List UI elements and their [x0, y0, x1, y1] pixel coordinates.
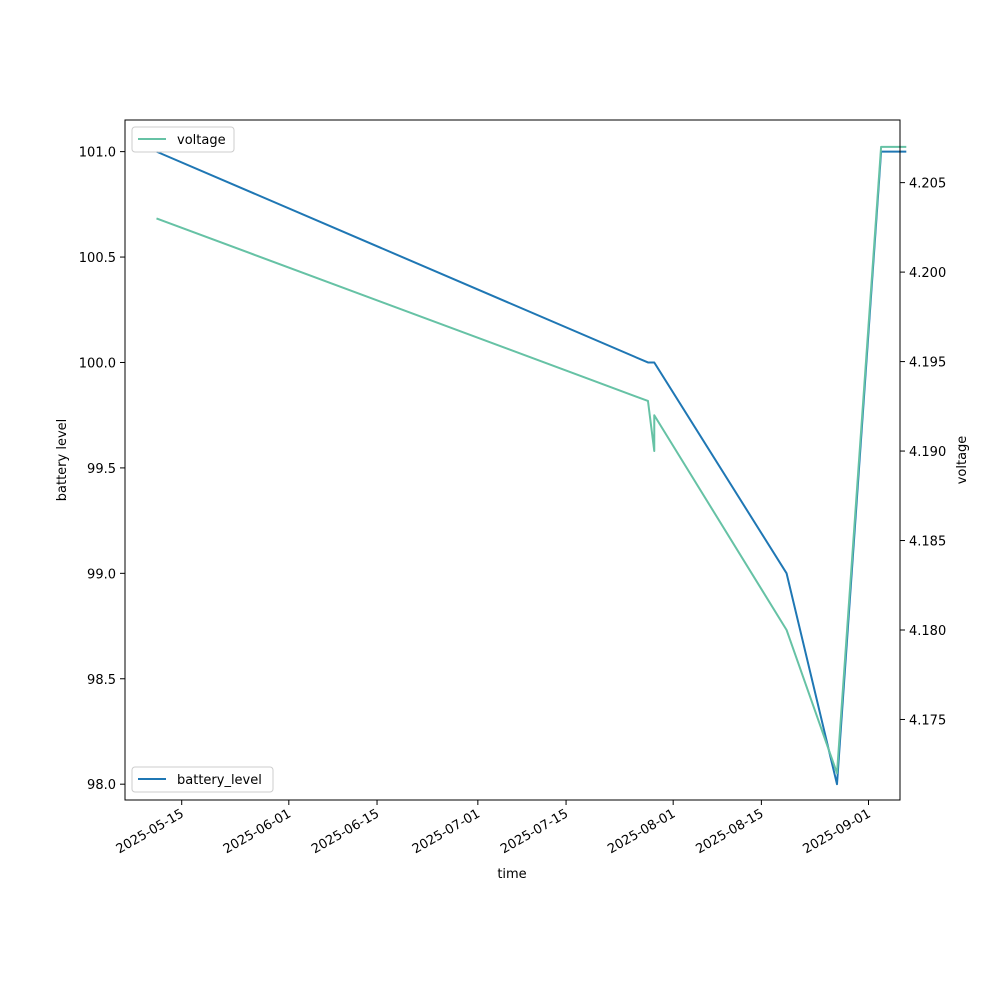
y-right-tick-label: 4.175 [909, 713, 946, 728]
y-right-axis: 4.175 4.180 4.185 4.190 4.195 4.200 4.205 [900, 177, 946, 728]
y-right-tick-label: 4.195 [909, 356, 946, 371]
y-left-tick-label: 100.0 [79, 356, 116, 371]
legend-battery-level-label: battery_level [177, 773, 262, 788]
y-left-tick-label: 99.5 [87, 462, 116, 477]
x-tick-label: 2025-07-15 [498, 806, 571, 857]
x-tick-label: 2025-09-01 [801, 806, 874, 857]
y-right-axis-label: voltage [955, 436, 970, 485]
series-layer [156, 145, 907, 786]
y-right-tick-label: 4.185 [909, 535, 946, 550]
x-tick-label: 2025-07-01 [410, 806, 483, 857]
series-line-voltage [156, 145, 907, 775]
legend-battery-level-box [131, 766, 274, 793]
legend-voltage: voltage [131, 126, 235, 153]
x-axis-label: time [497, 867, 526, 882]
legend-battery-level: battery_level [131, 766, 274, 793]
x-tick-label: 2025-08-01 [605, 806, 678, 857]
x-tick-label: 2025-06-01 [221, 806, 294, 857]
y-left-axis: 98.0 98.5 99.0 99.5 100.0 100.5 101.0 [79, 146, 125, 793]
y-left-tick-label: 101.0 [79, 146, 116, 161]
y-right-tick-label: 4.180 [909, 624, 946, 639]
x-tick-label: 2025-06-15 [309, 806, 382, 857]
y-right-tick-label: 4.205 [909, 177, 946, 192]
legend-voltage-box [131, 126, 235, 153]
plot-area-frame [124, 119, 901, 801]
x-tick-label: 2025-08-15 [693, 806, 766, 857]
y-left-tick-label: 100.5 [79, 251, 116, 266]
x-axis: 2025-05-15 2025-06-01 2025-06-15 2025-07-01… [114, 800, 874, 857]
y-right-tick-label: 4.190 [909, 445, 946, 460]
legend-voltage-label: voltage [177, 133, 226, 148]
y-left-tick-label: 98.0 [87, 778, 116, 793]
y-left-tick-label: 99.0 [87, 567, 116, 582]
series-line-battery-level [156, 150, 907, 786]
y-left-axis-label: battery level [55, 419, 70, 502]
y-right-tick-label: 4.200 [909, 266, 946, 281]
x-tick-label: 2025-05-15 [114, 806, 187, 857]
y-left-tick-label: 98.5 [87, 673, 116, 688]
